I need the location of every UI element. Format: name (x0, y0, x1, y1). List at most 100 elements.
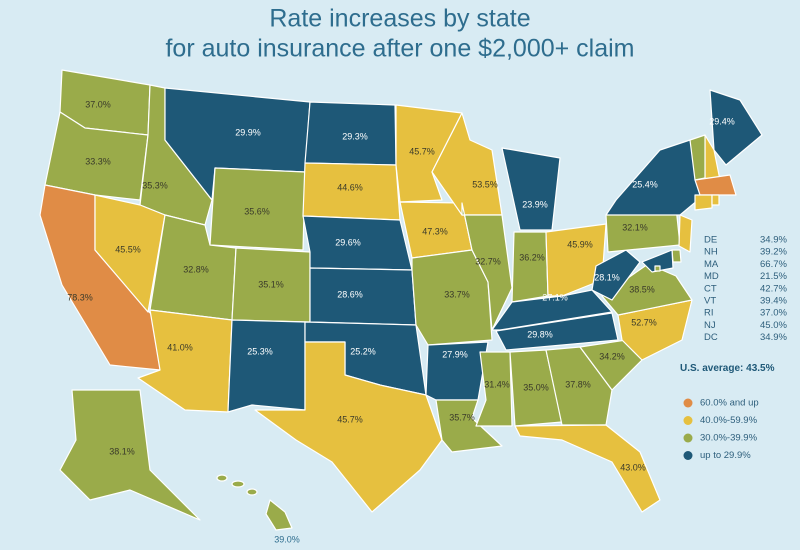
small-state-value: 21.5% (760, 271, 787, 282)
side-panel: DE 34.9% NH 39.2% MA 66.7% MD 21.5% CT 42.7% VT 39.… (680, 235, 787, 462)
title-line: Rate increases by state (269, 5, 530, 33)
state-value-label: 33.3% (85, 156, 111, 166)
state-value-label: 45.7% (337, 414, 363, 424)
state (309, 267, 417, 326)
legend-label: up to 29.9% (700, 450, 751, 461)
state-value-label: 35.0% (523, 382, 549, 392)
state-value-label: 41.0% (167, 342, 193, 352)
state-value-label: 37.8% (565, 379, 591, 389)
state (495, 312, 619, 351)
legend-marker (683, 398, 693, 408)
small-state (678, 214, 693, 253)
legend-marker (683, 433, 693, 443)
small-state-code: NJ (704, 320, 716, 331)
state (501, 147, 561, 231)
state-value-label: 23.9% (522, 199, 548, 209)
state (591, 249, 641, 301)
state (265, 499, 293, 531)
small-state (711, 194, 720, 206)
state-value-label: 35.3% (142, 180, 168, 190)
state (475, 351, 513, 427)
state-value-label: 25.4% (632, 179, 658, 189)
state (601, 263, 693, 316)
state-value-label: 37.0% (85, 99, 111, 109)
state-value-label: 32.1% (622, 222, 648, 232)
state-value-label: 45.5% (115, 244, 141, 254)
state-value-label: 53.5% (472, 179, 498, 189)
small-state-code: VT (704, 296, 716, 307)
state-value-label: 29.9% (235, 127, 261, 137)
legend-label: 30.0%-39.9% (700, 433, 758, 444)
legend-marker (683, 416, 693, 425)
state-value-label: 39.0% (274, 534, 300, 544)
state (709, 89, 763, 166)
state (514, 424, 661, 513)
average-text: U.S. average: (680, 363, 743, 374)
state-value-label: 25.3% (247, 346, 273, 356)
small-state-value: 37.0% (760, 308, 787, 319)
small-state-value: 66.7% (760, 259, 787, 270)
state-value-label: 25.2% (350, 346, 376, 356)
state-value-label: 43.0% (620, 462, 646, 472)
state (461, 202, 513, 331)
state-value-label: 78.3% (67, 292, 93, 302)
state-labels: 37.0% 33.3% 78.3% 35.3% 45.5% 29.9% 35.6% 32.8%… (67, 99, 735, 544)
island (216, 474, 228, 482)
small-state-value: 42.7% (760, 283, 787, 294)
small-state-code: CT (704, 283, 717, 294)
state (435, 399, 503, 453)
state-value-label: 35.6% (244, 206, 270, 216)
title-line: for auto insurance after one $2,000+ cla… (165, 35, 634, 63)
state-value-label: 35.1% (258, 279, 284, 289)
state-value-label: 27.9% (442, 349, 468, 359)
state (209, 167, 306, 251)
small-state-value: 45.0% (760, 320, 787, 331)
small-state-code: RI (704, 308, 714, 319)
state (254, 341, 443, 513)
state (227, 319, 306, 413)
state-value-label: 45.9% (567, 239, 593, 249)
state (59, 389, 201, 521)
state-value-label: 29.3% (342, 131, 368, 141)
state-value-label: 44.6% (337, 182, 363, 192)
average-label: U.S. average: 43.5% (680, 363, 775, 374)
state (545, 223, 607, 297)
state-value-label: 34.2% (599, 351, 625, 361)
state-value-label: 52.7% (631, 317, 657, 327)
small-state (641, 249, 674, 273)
state-value-label: 32.7% (475, 256, 501, 266)
state-value-label: 29.8% (527, 329, 553, 339)
state-value-label: 45.7% (409, 146, 435, 156)
legend-label: 40.0%-59.9% (700, 415, 758, 426)
average-value: 43.5% (746, 363, 774, 374)
legend-marker (683, 451, 693, 460)
state (545, 346, 613, 426)
small-state-value: 34.9% (760, 332, 787, 343)
state-value-label: 32.8% (183, 264, 209, 274)
small-state-code: DE (704, 235, 717, 246)
small-state (654, 265, 661, 272)
small-state (694, 194, 713, 211)
state-value-label: 29.4% (709, 116, 735, 126)
state-value-label: 38.1% (109, 446, 135, 456)
state-value-label: 38.5% (629, 284, 655, 294)
state (94, 194, 166, 313)
island (246, 488, 258, 496)
island (231, 480, 245, 488)
state-value-label: 28.6% (337, 289, 363, 299)
legend-label: 60.0% and up (700, 398, 759, 409)
state-value-label: 31.4% (484, 379, 510, 389)
small-state-code: DC (704, 332, 718, 343)
small-state (671, 249, 682, 263)
small-state-code: NH (704, 247, 718, 258)
state-value-label: 47.3% (422, 226, 448, 236)
small-state-code: MD (704, 271, 719, 282)
state-value-label: 33.7% (444, 289, 470, 299)
state-value-label: 35.7% (449, 412, 475, 422)
state-value-label: 28.1% (594, 272, 620, 282)
state-value-label: 27.1% (542, 292, 568, 302)
small-state-code: MA (704, 259, 719, 270)
states (39, 69, 763, 531)
state-value-label: 36.2% (519, 252, 545, 262)
